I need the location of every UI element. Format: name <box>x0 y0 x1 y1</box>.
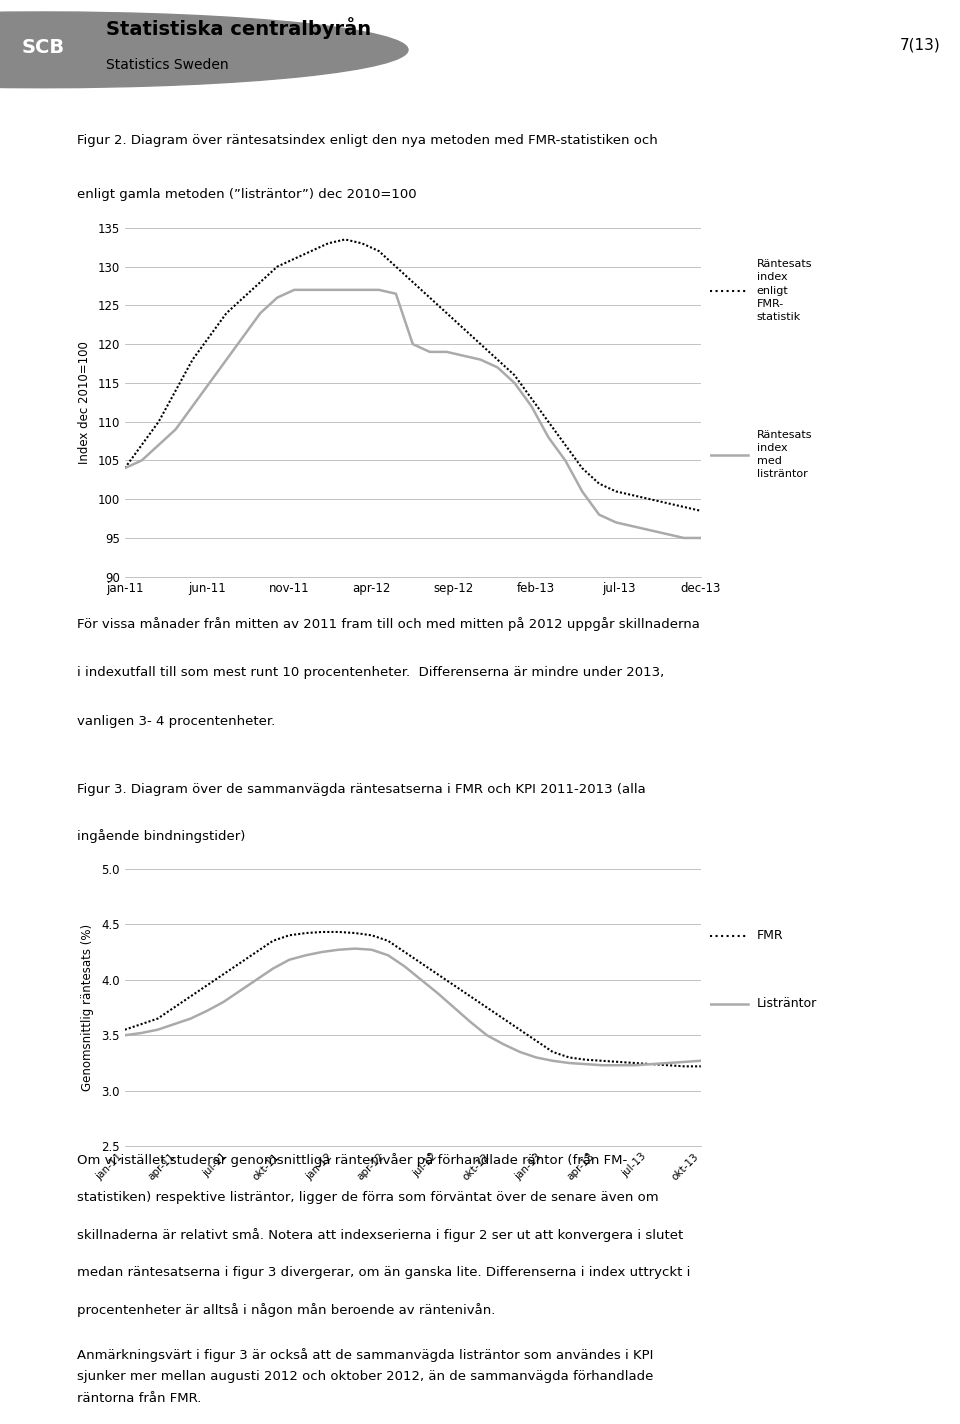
Text: Statistics Sweden: Statistics Sweden <box>106 58 228 71</box>
Text: sjunker mer mellan augusti 2012 och oktober 2012, än de sammanvägda förhandlade: sjunker mer mellan augusti 2012 och okto… <box>77 1370 653 1383</box>
Text: Figur 2. Diagram över räntesatsindex enligt den nya metoden med FMR-statistiken : Figur 2. Diagram över räntesatsindex enl… <box>77 134 658 147</box>
Text: Om vi istället studerar genomsnittliga räntenivåer på förhandlade räntor (från F: Om vi istället studerar genomsnittliga r… <box>77 1153 627 1168</box>
Text: enligt gamla metoden (”listräntor”) dec 2010=100: enligt gamla metoden (”listräntor”) dec … <box>77 188 417 201</box>
Text: SCB: SCB <box>22 38 64 57</box>
Text: FMR: FMR <box>756 928 783 943</box>
Text: Figur 3. Diagram över de sammanvägda räntesatserna i FMR och KPI 2011-2013 (alla: Figur 3. Diagram över de sammanvägda rän… <box>77 783 645 796</box>
Text: 7(13): 7(13) <box>900 37 941 53</box>
Text: i indexutfall till som mest runt 10 procentenheter.  Differenserna är mindre und: i indexutfall till som mest runt 10 proc… <box>77 666 664 679</box>
Text: räntorna från FMR.: räntorna från FMR. <box>77 1393 202 1405</box>
Y-axis label: Index dec 2010=100: Index dec 2010=100 <box>78 340 90 464</box>
Text: Räntesats
index
med
listräntor: Räntesats index med listräntor <box>756 430 812 480</box>
Text: Räntesats
index
enligt
FMR-
statistik: Räntesats index enligt FMR- statistik <box>756 259 812 322</box>
Text: Statistiska centralbyrån: Statistiska centralbyrån <box>106 17 371 38</box>
Text: medan räntesatserna i figur 3 divergerar, om än ganska lite. Differenserna i ind: medan räntesatserna i figur 3 divergerar… <box>77 1266 690 1279</box>
Text: ingående bindningstider): ingående bindningstider) <box>77 829 245 843</box>
Text: statistiken) respektive listräntor, ligger de förra som förväntat över de senare: statistiken) respektive listräntor, ligg… <box>77 1190 659 1203</box>
Text: vanligen 3- 4 procentenheter.: vanligen 3- 4 procentenheter. <box>77 715 276 729</box>
Text: skillnaderna är relativt små. Notera att indexserierna i figur 2 ser ut att konv: skillnaderna är relativt små. Notera att… <box>77 1229 684 1242</box>
Text: Listräntor: Listräntor <box>756 997 817 1011</box>
Text: Anmärkningsvärt i figur 3 är också att de sammanvägda listräntor som användes i : Anmärkningsvärt i figur 3 är också att d… <box>77 1349 653 1363</box>
Y-axis label: Genomsnittlig räntesats (%): Genomsnittlig räntesats (%) <box>82 924 94 1091</box>
Circle shape <box>0 11 408 88</box>
Text: procentenheter är alltså i någon mån beroende av räntenivån.: procentenheter är alltså i någon mån ber… <box>77 1303 495 1317</box>
Text: För vissa månader från mitten av 2011 fram till och med mitten på 2012 uppgår sk: För vissa månader från mitten av 2011 fr… <box>77 617 700 631</box>
